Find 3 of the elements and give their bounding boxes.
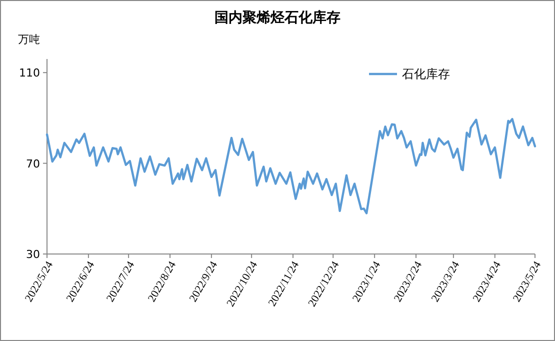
ylabel: 万吨 xyxy=(18,33,40,46)
legend-label: 石化库存 xyxy=(402,67,450,81)
title: 国内聚烯烃石化库存 xyxy=(214,10,340,26)
